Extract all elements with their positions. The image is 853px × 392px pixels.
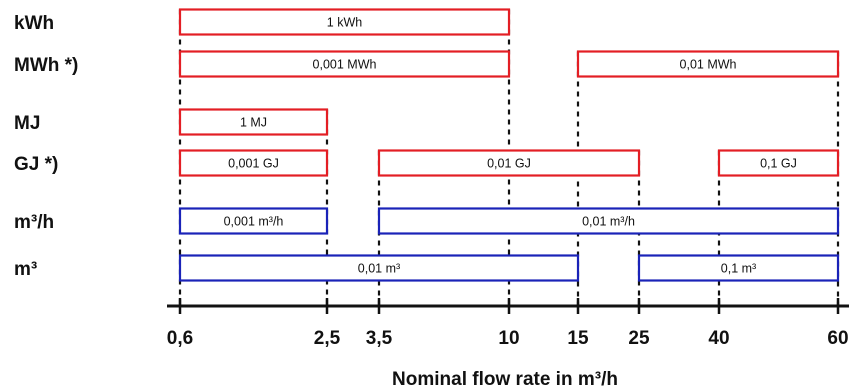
resolution-bar: 0,01 m³ xyxy=(178,254,580,282)
bar-label: 0,001 MWh xyxy=(313,58,377,72)
row-label: GJ *) xyxy=(14,154,58,175)
row-labels: kWh MWh *) MJ GJ *) m³/h m³ xyxy=(14,13,78,280)
row-label: m³ xyxy=(14,259,37,280)
bar-label: 0,01 m³/h xyxy=(582,215,635,229)
resolution-bar: 0,1 m³ xyxy=(637,254,840,282)
bar-label: 1 MJ xyxy=(240,116,267,130)
tick-label: 3,5 xyxy=(366,328,393,349)
tick-label: 25 xyxy=(628,328,650,349)
bar-rect xyxy=(377,207,840,235)
bar-rect xyxy=(717,149,840,177)
tick-label: 60 xyxy=(827,328,848,349)
resolution-bar: 1 kWh xyxy=(178,8,511,36)
bar-rect xyxy=(178,108,329,136)
bar-label: 0,001 m³/h xyxy=(224,215,284,229)
resolution-bar: 0,001 MWh xyxy=(178,50,511,78)
tick-label: 0,6 xyxy=(167,328,193,349)
tick-label: 10 xyxy=(498,328,519,349)
row-label: m³/h xyxy=(14,212,54,233)
bar-label: 0,001 GJ xyxy=(228,157,279,171)
bar-label: 0,01 m³ xyxy=(358,262,400,276)
flow-rate-axis: 0,6 2,5 3,5 10 15 25 40 60 xyxy=(167,298,849,349)
resolution-bar: 0,01 MWh xyxy=(576,50,840,78)
resolution-bar: 0,001 m³/h xyxy=(178,207,329,235)
resolution-bar: 0,01 m³/h xyxy=(377,207,840,235)
bar-label: 0,01 GJ xyxy=(487,157,531,171)
row-label: MWh *) xyxy=(14,55,78,76)
row-label: kWh xyxy=(14,13,54,34)
bar-label: 0,01 MWh xyxy=(680,58,737,72)
axis-ticks: 0,6 2,5 3,5 10 15 25 40 60 xyxy=(167,298,849,349)
bar-rect xyxy=(178,254,580,282)
bar-rect xyxy=(178,50,511,78)
resolution-bar: 0,001 GJ xyxy=(178,149,329,177)
bar-rect xyxy=(576,50,840,78)
tick-label: 15 xyxy=(567,328,589,349)
bar-label: 1 kWh xyxy=(327,16,362,30)
bar-label: 0,1 GJ xyxy=(760,157,797,171)
resolution-bar: 0,01 GJ xyxy=(377,149,641,177)
tick-label: 2,5 xyxy=(314,328,341,349)
resolution-bar: 1 MJ xyxy=(178,108,329,136)
tick-label: 40 xyxy=(708,328,729,349)
row-label: MJ xyxy=(14,113,40,134)
axis-title: Nominal flow rate in m³/h xyxy=(392,369,618,390)
bar-rect xyxy=(178,207,329,235)
bar-label: 0,1 m³ xyxy=(721,262,756,276)
resolution-bar: 0,1 GJ xyxy=(717,149,840,177)
resolution-bars: 1 kWh 0,001 MWh 0,01 MWh 1 MJ 0,001 GJ 0,01 G… xyxy=(178,8,840,282)
bar-rect xyxy=(637,254,840,282)
bar-rect xyxy=(178,8,511,36)
bar-rect xyxy=(377,149,641,177)
bar-rect xyxy=(178,149,329,177)
